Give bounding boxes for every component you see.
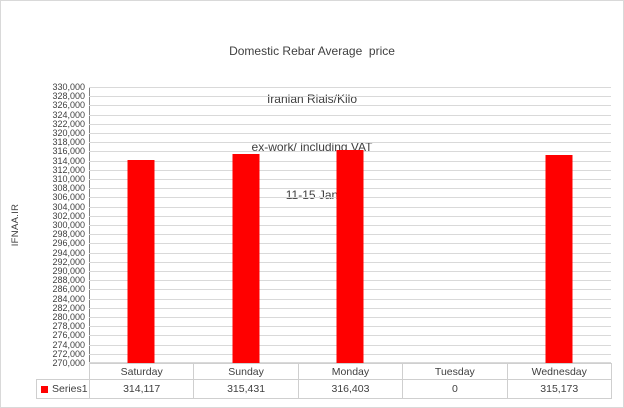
table-corner-blank [37,364,90,380]
chart-title: Domestic Rebar Average price Iranian Ria… [1,11,623,235]
y-tick-label: 292,000 [52,256,85,267]
y-axis-tick-labels: 330,000 328,000 326,000 324,000 322,000 320,0… [37,82,85,368]
y-tick-label: 284,000 [52,293,85,304]
y-tick-label: 298,000 [52,229,85,240]
chart-title-line-3: ex-work/ including VAT [251,140,373,154]
legend-series-name: Series1 [52,383,88,395]
gridline [89,114,611,116]
table-header-wednesday: Wednesday [506,363,612,380]
y-tick-label: 278,000 [52,321,85,332]
plot-area [89,87,611,363]
table-value-saturday: 314,117 [88,379,195,399]
table-header-monday: Monday [297,363,404,380]
table-value-monday: 316,403 [297,379,404,399]
y-tick-label: 282,000 [52,302,85,313]
y-tick-label: 304,000 [52,201,85,212]
y-tick-label: 306,000 [52,192,85,203]
table-value-wednesday: 315,173 [506,379,612,399]
data-table: Saturday Sunday Monday Tuesday Wednesday Seri… [36,363,612,399]
gridline [89,132,611,134]
y-tick-label: 300,000 [52,220,85,230]
y-tick-label: 326,000 [52,100,85,111]
table-value-tuesday: 0 [402,379,508,399]
gridline [89,123,611,125]
bar-sunday [232,154,260,363]
gridline [89,142,611,144]
y-tick-label: 276,000 [52,330,85,341]
y-tick-label: 330,000 [52,82,85,92]
chart-title-line-2: Iranian Rials/Kilo [266,92,358,106]
y-tick-label: 316,000 [52,146,85,157]
y-tick-label: 312,000 [52,164,85,175]
table-header-tuesday: Tuesday [402,363,508,380]
y-tick-label: 288,000 [52,275,85,286]
y-tick-label: 328,000 [52,91,85,102]
table-header-sunday: Sunday [193,363,299,380]
y-tick-label: 296,000 [52,238,85,249]
y-tick-label: 308,000 [52,183,85,194]
y-axis-title: IFNAA.IR [10,203,21,247]
y-tick-label: 324,000 [52,109,85,120]
y-tick-label: 272,000 [52,348,85,359]
y-tick-label: 310,000 [52,174,85,184]
y-tick-label: 320,000 [52,128,85,138]
legend-swatch-icon [41,385,48,393]
bar-wednesday [545,155,573,363]
y-tick-label: 314,000 [52,155,85,166]
y-tick-label: 294,000 [52,247,85,258]
y-tick-label: 318,000 [52,137,85,148]
y-tick-label: 280,000 [52,312,85,322]
bar-saturday [127,160,155,363]
legend-key: Series1 [36,379,90,399]
chart-title-line-1: Domestic Rebar Average price [229,44,395,58]
gridline [89,105,611,107]
table-header-saturday: Saturday [88,363,195,380]
table-value-sunday: 315,431 [193,379,299,399]
y-tick-label: 302,000 [52,210,85,221]
gridline [89,96,611,98]
gridline [89,87,611,88]
y-tick-label: 274,000 [52,339,85,350]
bar-monday [336,149,364,363]
chart-title-line-4: 11-15 Jan [285,188,339,202]
y-tick-label: 270,000 [52,358,85,368]
y-tick-label: 286,000 [52,284,85,295]
y-tick-label: 290,000 [52,266,85,276]
y-tick-label: 322,000 [52,118,85,129]
